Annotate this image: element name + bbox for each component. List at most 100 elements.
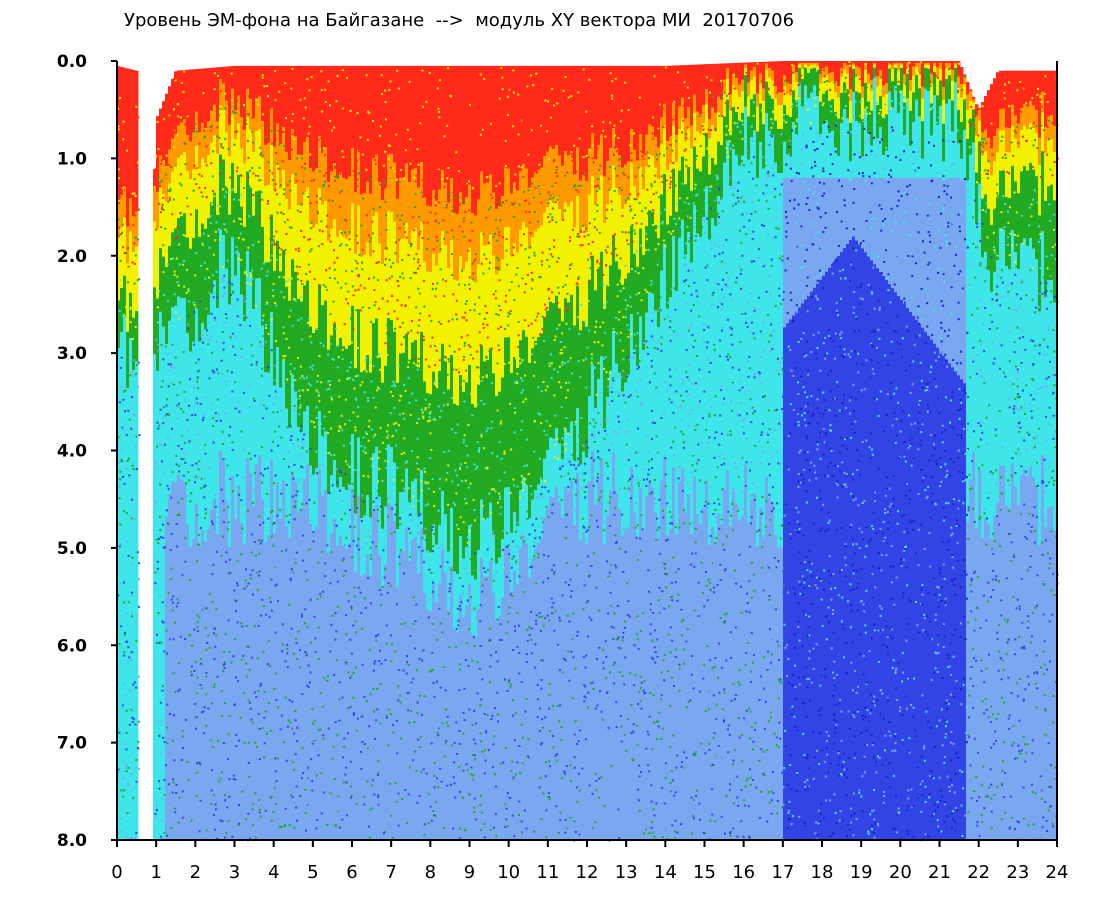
heatmap-column xyxy=(570,65,574,840)
heatmap-column xyxy=(207,68,211,841)
heatmap-column xyxy=(657,65,661,840)
heatmap-column xyxy=(681,65,685,840)
heatmap-column xyxy=(597,65,601,840)
x-tick-label: 19 xyxy=(850,862,873,883)
heatmap-column xyxy=(1038,70,1042,841)
heatmap-column xyxy=(489,65,493,840)
heatmap-column xyxy=(297,65,301,840)
heatmap-column xyxy=(774,61,778,841)
heatmap-column xyxy=(1053,70,1057,840)
heatmap-column xyxy=(516,65,520,840)
heatmap-column xyxy=(867,61,871,841)
heatmap-column xyxy=(888,61,892,841)
heatmap-column xyxy=(582,65,586,840)
heatmap-column xyxy=(336,65,340,840)
heatmap-plot-area xyxy=(117,61,1059,842)
heatmap-column xyxy=(903,61,907,841)
heatmap-column xyxy=(627,65,631,840)
heatmap-column xyxy=(633,65,637,840)
heatmap-column xyxy=(168,86,172,840)
heatmap-column xyxy=(672,65,676,841)
heatmap-column xyxy=(339,65,343,840)
heatmap-column xyxy=(474,65,478,840)
heatmap-column xyxy=(885,61,889,841)
heatmap-column xyxy=(420,65,424,840)
heatmap-column xyxy=(183,70,187,840)
heatmap-column xyxy=(684,65,688,841)
x-tick-label: 18 xyxy=(811,862,834,883)
heatmap-column xyxy=(1005,70,1009,841)
heatmap-column xyxy=(1023,70,1027,840)
heatmap-column xyxy=(1032,70,1036,841)
heatmap-column xyxy=(834,61,838,841)
heatmap-speckles xyxy=(117,61,1059,842)
heatmap-column xyxy=(372,65,376,840)
heatmap-column xyxy=(498,65,502,840)
heatmap-column xyxy=(492,65,496,840)
heatmap-column xyxy=(507,65,511,840)
heatmap-column xyxy=(348,65,352,840)
heatmap-column xyxy=(1020,70,1024,840)
heatmap-column xyxy=(390,65,394,840)
heatmap-column xyxy=(321,65,325,840)
heatmap-column xyxy=(969,89,973,841)
heatmap-column xyxy=(159,108,163,840)
heatmap-column xyxy=(219,67,223,841)
heatmap-column xyxy=(615,65,619,840)
x-tick-label: 9 xyxy=(464,862,475,883)
x-tick-label: 2 xyxy=(190,862,201,883)
heatmap-column xyxy=(891,61,895,841)
heatmap-column xyxy=(123,67,127,841)
heatmap-column xyxy=(534,65,538,840)
heatmap-column xyxy=(381,65,385,840)
heatmap-column xyxy=(246,65,250,840)
heatmap-column xyxy=(744,62,748,840)
heatmap-column xyxy=(894,61,898,841)
heatmap-column xyxy=(900,61,904,841)
chart-title: Уровень ЭМ-фона на Байгазане --> модуль … xyxy=(124,10,795,31)
x-tick-label: 3 xyxy=(229,862,240,883)
heatmap-column xyxy=(783,61,787,841)
heatmap-column xyxy=(186,69,190,840)
x-tick-label: 24 xyxy=(1046,862,1069,883)
heatmap-column xyxy=(216,67,220,840)
heatmap-column xyxy=(921,61,925,841)
heatmap-column xyxy=(576,65,580,840)
heatmap-column xyxy=(966,81,970,840)
heatmap-column xyxy=(654,65,658,840)
heatmap-column xyxy=(1026,70,1030,840)
heatmap-column xyxy=(414,65,418,840)
heatmap-column xyxy=(711,63,715,840)
x-tick-label: 20 xyxy=(889,862,912,883)
heatmap-column xyxy=(132,69,136,840)
heatmap-column xyxy=(897,61,901,841)
heatmap-column xyxy=(156,116,160,840)
heatmap-column xyxy=(450,65,454,840)
heatmap-column xyxy=(924,61,928,841)
heatmap-column xyxy=(555,65,559,840)
heatmap-column xyxy=(693,64,697,841)
heatmap-column xyxy=(963,74,967,841)
x-tick-label: 8 xyxy=(425,862,436,883)
heatmap-column xyxy=(990,84,994,841)
heatmap-column xyxy=(210,67,214,840)
heatmap-column xyxy=(549,65,553,840)
heatmap-column xyxy=(648,65,652,841)
heatmap-column xyxy=(444,65,448,840)
heatmap-column xyxy=(174,71,178,840)
heatmap-column xyxy=(822,61,826,841)
heatmap-column xyxy=(699,64,703,841)
heatmap-column xyxy=(729,63,733,840)
heatmap-column xyxy=(1044,70,1048,840)
heatmap-column xyxy=(387,65,391,840)
heatmap-column xyxy=(120,66,124,840)
heatmap-column xyxy=(1035,70,1039,840)
heatmap-column xyxy=(222,66,226,840)
heatmap-column xyxy=(1002,70,1006,841)
heatmap-column xyxy=(759,61,763,840)
heatmap-column xyxy=(621,65,625,840)
heatmap-column xyxy=(195,69,199,840)
heatmap-column xyxy=(975,104,979,840)
heatmap-column xyxy=(462,65,466,840)
heatmap-column xyxy=(1047,70,1051,841)
